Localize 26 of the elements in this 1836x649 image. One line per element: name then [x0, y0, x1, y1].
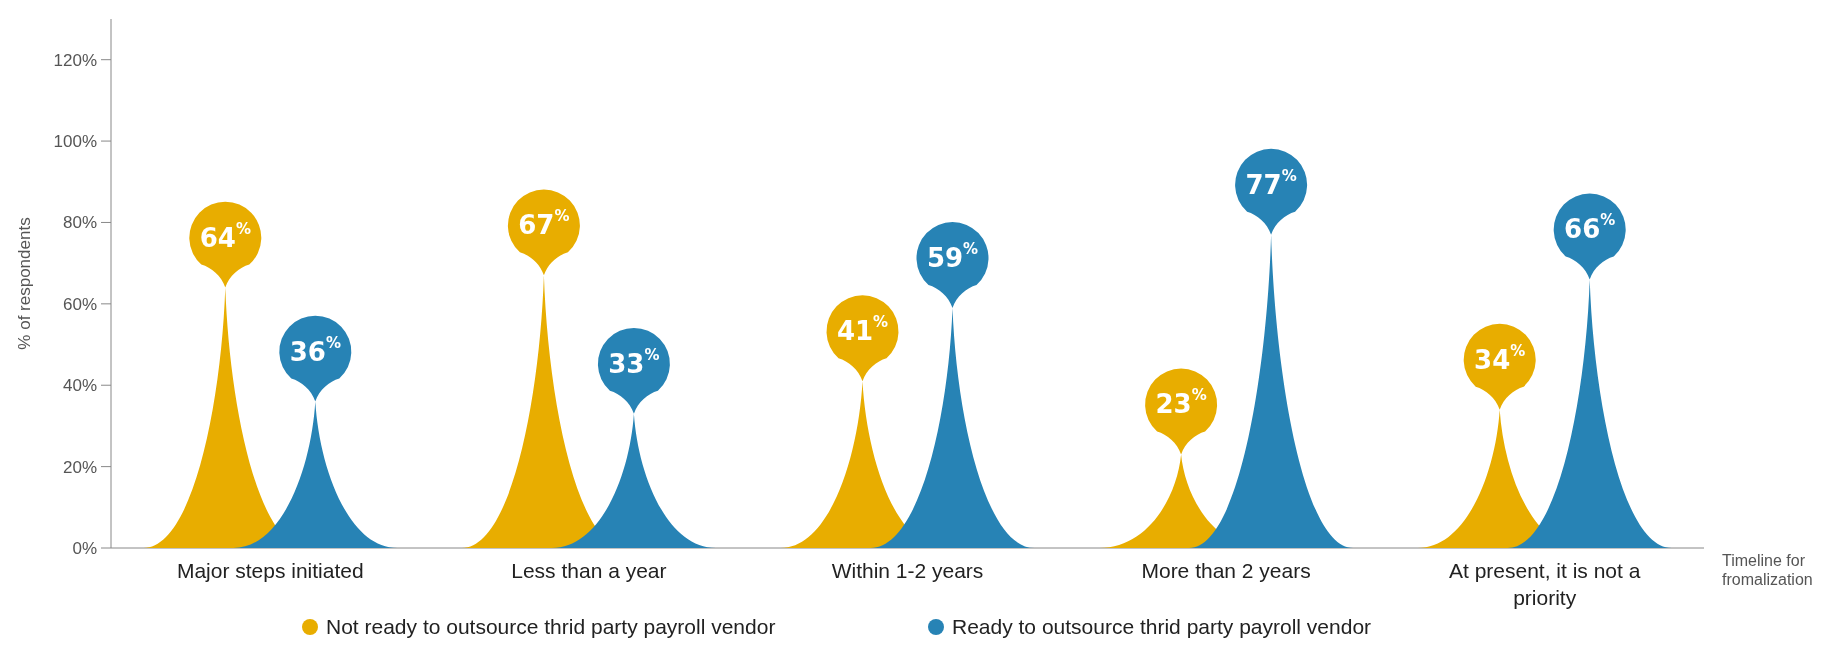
x-tick-label: At present, it is not a priority	[1448, 559, 1641, 609]
data-label: 34$^{%}$	[1474, 341, 1526, 375]
y-tick-label: 120%	[53, 50, 97, 70]
y-tick-label: 40%	[62, 376, 97, 396]
data-label: 23$^{%}$	[1155, 386, 1207, 420]
y-tick-label: 0%	[72, 538, 97, 558]
data-label: 33$^{%}$	[608, 345, 660, 379]
y-tick-label: 20%	[62, 457, 97, 477]
x-tick-label: Major steps initiated	[176, 559, 364, 582]
data-label: 36$^{%}$	[289, 333, 341, 367]
x-axis-title: Timeline for fromalization	[1722, 552, 1813, 588]
x-tick-label: Within 1-2 years	[831, 559, 984, 582]
data-label: 66$^{%}$	[1564, 211, 1616, 245]
y-tick-label: 60%	[62, 294, 97, 314]
data-label: 64$^{%}$	[199, 219, 251, 253]
x-tick-label: Less than a year	[511, 559, 667, 582]
legend-label: Ready to outsource thrid party payroll vendor	[952, 615, 1372, 638]
data-label: 59$^{%}$	[926, 239, 979, 273]
data-label: 67$^{%}$	[518, 207, 570, 241]
y-tick-label: 100%	[53, 132, 97, 152]
legend-label: Not ready to outsource thrid party payroll vendor	[326, 615, 776, 638]
y-tick-label: 80%	[62, 213, 97, 233]
data-label: 77$^{%}$	[1245, 166, 1297, 200]
y-axis-title: % of respondents	[15, 217, 34, 350]
data-label: 41$^{%}$	[836, 313, 889, 347]
x-tick-label: More than 2 years	[1141, 559, 1311, 582]
